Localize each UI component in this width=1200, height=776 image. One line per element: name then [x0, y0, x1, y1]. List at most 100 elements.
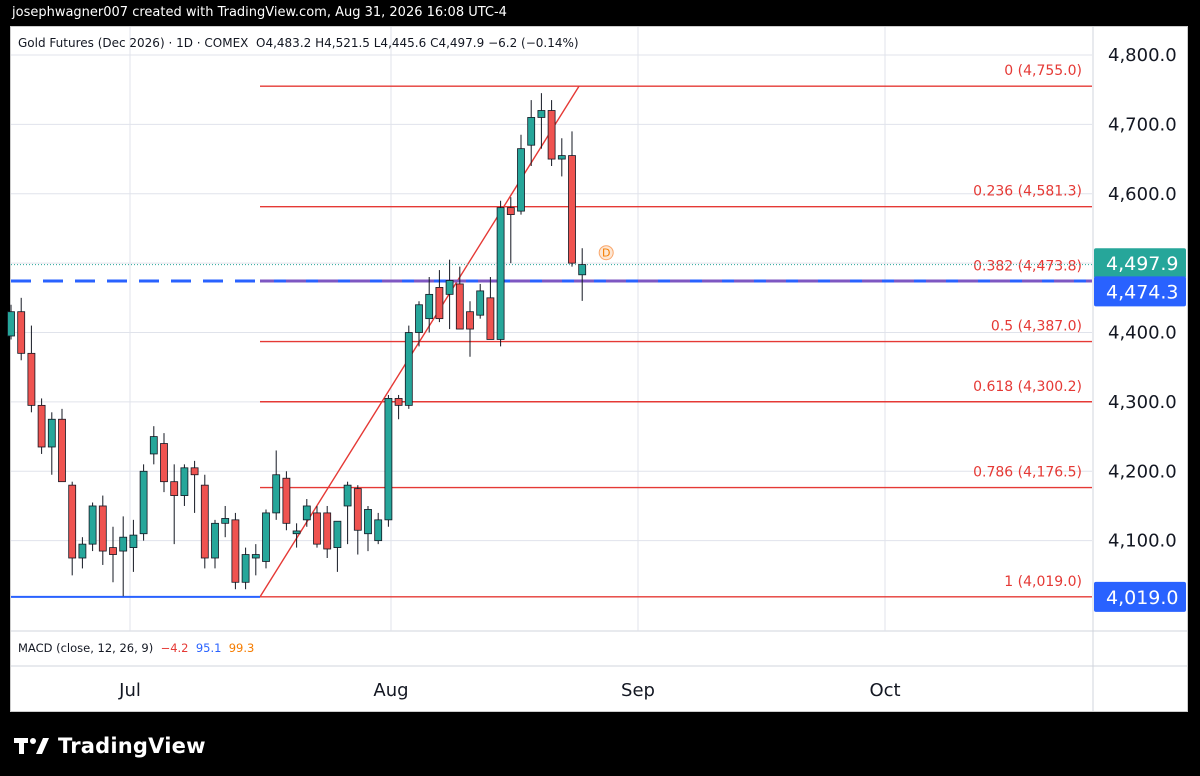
candle-body — [272, 474, 281, 514]
legend-low: L4,445.6 — [373, 36, 427, 50]
candle — [568, 131, 576, 267]
current-price-tag-bg — [1094, 248, 1186, 279]
horizontal-levels — [11, 264, 1092, 598]
candle — [323, 505, 332, 559]
level-price-tag: 4,474.3 — [1094, 276, 1186, 307]
fib-level-label: 0 (4,755.0) — [1004, 63, 1082, 79]
candle — [200, 474, 209, 569]
candle — [180, 464, 189, 506]
candle — [455, 266, 464, 330]
candle-body — [211, 522, 219, 559]
footer-bar — [0, 712, 1200, 776]
candle-body — [119, 536, 128, 552]
candle-body — [88, 505, 97, 545]
legend-open: O4,483.2 — [256, 36, 312, 50]
candle-body — [231, 519, 240, 583]
grid-layer — [11, 27, 1187, 711]
price-axis-label: 4,200.0 — [1108, 461, 1177, 482]
candle — [517, 134, 525, 215]
candle-body — [476, 290, 485, 316]
candle-body — [415, 304, 423, 333]
candle-body — [435, 287, 444, 320]
candle — [119, 516, 128, 597]
candle — [425, 277, 434, 333]
candle-body — [221, 518, 230, 524]
candle — [343, 481, 352, 545]
legend-high: H4,521.5 — [315, 36, 370, 50]
candle — [27, 325, 36, 413]
candle-body — [578, 264, 587, 276]
price-axis-label: 4,400.0 — [1108, 323, 1177, 344]
candle — [445, 259, 454, 330]
candle-body — [374, 519, 383, 542]
candle — [302, 499, 311, 527]
fib-level-label: 0.382 (4,473.8) — [973, 258, 1082, 274]
candle-body — [7, 311, 15, 337]
candle-body — [394, 398, 403, 406]
candle-body — [17, 311, 26, 354]
candles: D — [7, 93, 614, 597]
candle — [384, 394, 393, 527]
candle-body — [251, 554, 260, 559]
candle — [129, 519, 138, 572]
price-axis-label: 4,800.0 — [1108, 45, 1177, 66]
candle — [262, 509, 270, 569]
candle — [476, 283, 485, 319]
macd-hist-value: 99.3 — [228, 641, 255, 655]
price-axis-label: 4,600.0 — [1108, 184, 1177, 205]
tradingview-logo-icon — [14, 738, 49, 754]
symbol-legend: Gold Futures (Dec 2026) · 1D · COMEX O4,… — [18, 36, 579, 50]
candle — [496, 200, 505, 347]
candle — [7, 304, 15, 340]
candle — [149, 426, 158, 465]
candle-body — [455, 283, 464, 330]
macd-value: −4.2 — [160, 641, 189, 655]
candle — [211, 519, 219, 569]
candle-body — [343, 484, 352, 507]
candle-body — [190, 467, 199, 476]
tradingview-logo[interactable]: TradingView — [14, 733, 206, 759]
candle-body — [47, 418, 56, 448]
candle — [292, 523, 301, 548]
low-price-tag-text: 4,019.0 — [1106, 587, 1179, 609]
macd-legend: MACD (close, 12, 26, 9) −4.2 95.1 99.3 — [18, 641, 254, 655]
candle-body — [109, 547, 117, 555]
fib-level-label: 0.5 (4,387.0) — [991, 319, 1082, 335]
candle-body — [180, 467, 189, 496]
low-price-tag-bg — [1094, 581, 1186, 612]
candle — [364, 505, 372, 552]
candle — [404, 325, 413, 409]
candle — [537, 93, 546, 149]
fib-level-label: 0.236 (4,581.3) — [973, 184, 1082, 200]
time-axis-label: Aug — [373, 680, 408, 701]
candle-body — [517, 148, 525, 212]
candle-body — [58, 418, 66, 483]
candle — [415, 301, 423, 347]
candle-body — [160, 443, 168, 483]
candle-body — [364, 509, 372, 535]
price-axis-label: 4,100.0 — [1108, 531, 1177, 552]
time-axis-label: Sep — [621, 680, 655, 701]
candle — [221, 505, 230, 538]
candle — [527, 100, 536, 167]
candle — [78, 537, 87, 569]
candle-body — [496, 207, 505, 340]
candle-body — [37, 404, 46, 448]
dividend-marker-circle — [598, 245, 614, 261]
candle-body — [425, 293, 434, 320]
candle — [47, 412, 56, 475]
candle — [139, 464, 148, 541]
time-axis: Jul Aug Sep Oct — [118, 680, 900, 701]
fib-level-label: 1 (4,019.0) — [1004, 574, 1082, 590]
candle — [333, 520, 342, 572]
candle — [557, 138, 566, 177]
candle-body — [27, 352, 36, 406]
candle-body — [139, 470, 148, 535]
candle-body — [78, 543, 87, 559]
candle-body — [200, 484, 209, 559]
attribution-bar: josephwagner007 created with TradingView… — [0, 0, 1200, 26]
candle — [58, 408, 66, 483]
candle — [88, 502, 97, 552]
candle — [353, 485, 362, 555]
